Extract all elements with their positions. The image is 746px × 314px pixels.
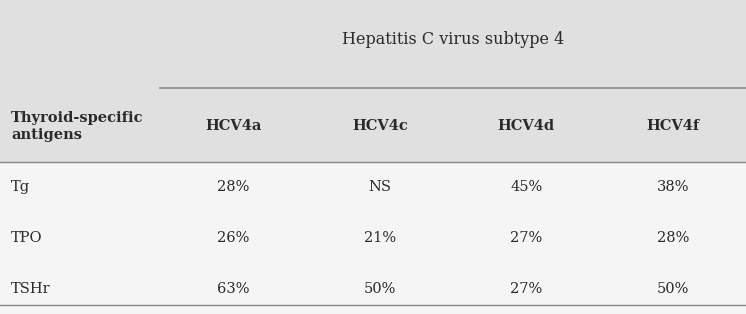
Bar — [0, 162, 746, 314]
Text: HCV4f: HCV4f — [646, 119, 700, 133]
Text: HCV4a: HCV4a — [205, 119, 262, 133]
Text: 21%: 21% — [364, 231, 396, 245]
Text: Tg: Tg — [11, 180, 31, 194]
Text: Thyroid-specific
antigens: Thyroid-specific antigens — [11, 111, 144, 142]
Text: 63%: 63% — [217, 282, 250, 295]
Text: 38%: 38% — [656, 180, 689, 194]
Bar — [0, 0, 746, 162]
Text: HCV4c: HCV4c — [352, 119, 408, 133]
Text: HCV4d: HCV4d — [498, 119, 555, 133]
Text: 50%: 50% — [364, 282, 396, 295]
Text: 28%: 28% — [656, 231, 689, 245]
Text: TSHr: TSHr — [11, 282, 51, 295]
Text: Hepatitis C virus subtype 4: Hepatitis C virus subtype 4 — [342, 31, 564, 48]
Text: 27%: 27% — [510, 231, 542, 245]
Text: TPO: TPO — [11, 231, 43, 245]
Text: 26%: 26% — [217, 231, 250, 245]
Text: 28%: 28% — [217, 180, 250, 194]
Text: 27%: 27% — [510, 282, 542, 295]
Text: NS: NS — [369, 180, 392, 194]
Text: 50%: 50% — [656, 282, 689, 295]
Text: 45%: 45% — [510, 180, 542, 194]
